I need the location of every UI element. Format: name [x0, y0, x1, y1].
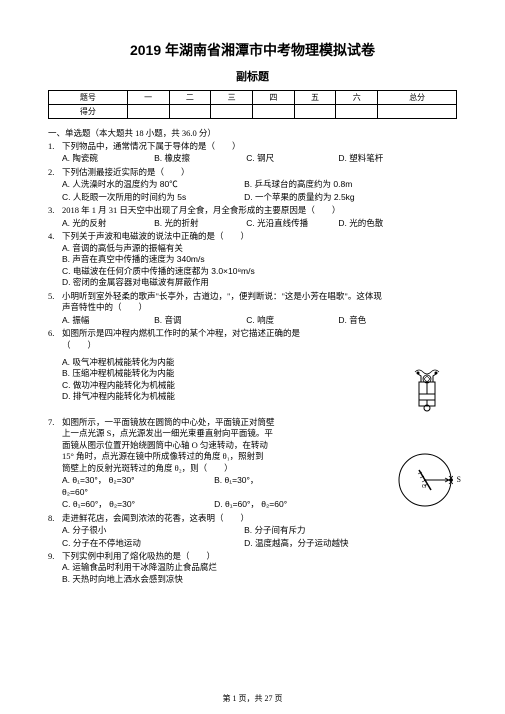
opt-d: D. 光的色散 [338, 218, 428, 229]
q-text: 下列实例中利用了熔化吸热的是（ ） [62, 551, 457, 562]
opt-d: D. 塑料笔杆 [338, 153, 428, 164]
question-1: 1.下列物品中，通常情况下属于导体的是（ ） A. 陶瓷碗 B. 橡皮擦 C. … [48, 141, 457, 165]
opt-d: D. θ₁=60°， θ₂=60° [214, 499, 304, 510]
opt-a: A. 音调的高低与声源的振幅有关 [62, 243, 457, 254]
q-text: 小明听到室外轻柔的歌声"长亭外，古道边，"，便判断说："这是小芳在唱歌"。这体现 [62, 291, 457, 302]
opt-a: A. θ₁=30°， θ₂=30° [62, 475, 212, 486]
td [127, 105, 169, 119]
q-text: 下列物品中，通常情况下属于导体的是（ ） [62, 141, 457, 152]
opt-c: C. 人眨眼一次所用的时间约为 5s [62, 192, 242, 203]
mirror-svg: O [397, 452, 453, 508]
label-o: O [422, 484, 427, 490]
opt-b: B. θ₁=30°， [214, 475, 304, 486]
th: 五 [294, 91, 336, 105]
engine-svg [407, 364, 447, 412]
opt-a: A. 人洗澡时水的温度约为 80℃ [62, 179, 242, 190]
opt-a: A. 光的反射 [62, 218, 152, 229]
question-3: 3.2018 年 1 月 31 日天空中出现了月全食，月全食形成的主要原因是（ … [48, 205, 457, 229]
page-title: 2019 年湖南省湘潭市中考物理模拟试卷 [48, 40, 457, 60]
opt-b: B. 压缩冲程机械能转化为内能 [62, 368, 457, 379]
q-line: 面镜从图示位置开始绕圆筒中心轴 O 匀速转动，在转动 [62, 440, 268, 450]
th: 一 [127, 91, 169, 105]
q-text: 走进鲜花店，会闻到浓浓的花香，这表明（ ） [62, 513, 457, 524]
td [169, 105, 211, 119]
question-9: 9.下列实例中利用了熔化吸热的是（ ） A. 运输食品时利用干冰降温防止食品腐烂… [48, 551, 457, 585]
opt-b: B. 橡皮擦 [154, 153, 244, 164]
question-5: 5.小明听到室外轻柔的歌声"长亭外，古道边，"，便判断说："这是小芳在唱歌"。这… [48, 291, 457, 326]
th: 四 [252, 91, 294, 105]
section-heading: 一、单选题（本大题共 18 小题，共 36.0 分） [48, 127, 457, 139]
opt-c: C. 电磁波在任何介质中传播的速度都为 3.0×10⁸m/s [62, 266, 457, 277]
q-text: 下列估测最接近实际的是（ ） [62, 167, 457, 178]
opt-d: D. 密闭的金属容器对电磁波有屏蔽作用 [62, 277, 457, 288]
th: 题号 [49, 91, 128, 105]
opt-d: D. 排气冲程内能转化为机械能 [62, 391, 457, 402]
q-number: 1. [48, 141, 62, 152]
q-number: 6. [48, 328, 62, 339]
th: 三 [211, 91, 253, 105]
td: 得分 [49, 105, 128, 119]
q-number: 4. [48, 231, 62, 242]
q-number: 7. [48, 417, 62, 428]
opt-c: C. 响度 [246, 315, 336, 326]
q-line: 15° 角时，点光源在镜中所成像转过的角度 θ₁，照射到 [62, 451, 264, 461]
opt-c: C. 分子在不停地运动 [62, 538, 242, 549]
q-text: 如图所示是四冲程内燃机工作时的某个冲程，对它描述正确的是 [62, 328, 411, 339]
opt-b: B. 分子间有斥力 [244, 525, 334, 536]
q-number: 3. [48, 205, 62, 216]
q-text: 下列关于声波和电磁波的说法中正确的是（ ） [62, 231, 457, 242]
opt-b: B. 光的折射 [154, 218, 244, 229]
page-subtitle: 副标题 [48, 68, 457, 84]
q-line: 上一点光源 S，点光源发出一细光束垂直射向平面镜。平 [62, 428, 273, 438]
opt-a: A. 振幅 [62, 315, 152, 326]
mirror-figure-icon: O S [397, 452, 453, 508]
opt-b: B. 乒乓球台的高度约为 0.8m [244, 179, 352, 190]
exam-page: 2019 年湖南省湘潭市中考物理模拟试卷 副标题 题号 一 二 三 四 五 六 … [0, 0, 505, 714]
question-8: 8.走进鲜花店，会闻到浓浓的花香，这表明（ ） A. 分子很小 B. 分子间有斥… [48, 513, 457, 549]
q-number: 9. [48, 551, 62, 562]
td [378, 105, 457, 119]
q-text2: （ ） [62, 340, 457, 351]
question-2: 2.下列估测最接近实际的是（ ） A. 人洗澡时水的温度约为 80℃ B. 乒乓… [48, 167, 457, 203]
q-line: 如图所示，一平面镜放在圆筒的中心处，平面镜正对筒壁 [62, 417, 275, 427]
opt-d: D. 一个苹果的质量约为 2.5kg [244, 192, 355, 203]
engine-figure-icon [407, 364, 447, 412]
q-text2: 声音特性中的（ ） [62, 302, 457, 313]
opt-a: A. 陶瓷碗 [62, 153, 152, 164]
opt-c: C. θ₁=60°， θ₂=30° [62, 499, 212, 510]
opt-d: D. 音色 [338, 315, 428, 326]
q-text: 2018 年 1 月 31 日天空中出现了月全食，月全食形成的主要原因是（ ） [62, 205, 457, 216]
opt-b: B. 声音在真空中传播的速度为 340m/s [62, 254, 457, 265]
opt-a: A. 运输食品时利用干冰降温防止食品腐烂 [62, 562, 457, 573]
opt-c: C. 光沿直线传播 [246, 218, 336, 229]
question-4: 4.下列关于声波和电磁波的说法中正确的是（ ） A. 音调的高低与声源的振幅有关… [48, 231, 457, 288]
opt-b: B. 音调 [154, 315, 244, 326]
q-number: 2. [48, 167, 62, 178]
opt-c: C. 做功冲程内能转化为机械能 [62, 380, 457, 391]
q-number: 5. [48, 291, 62, 302]
opt-d: D. 温度越高，分子运动越快 [244, 538, 348, 549]
th: 二 [169, 91, 211, 105]
table-row: 得分 [49, 105, 457, 119]
td [211, 105, 253, 119]
td [336, 105, 378, 119]
opt-c: C. 钢尺 [246, 153, 336, 164]
opt-a: A. 吸气冲程机械能转化为内能 [62, 357, 457, 368]
th: 总分 [378, 91, 457, 105]
opt-b: B. 天热时向地上洒水会感到凉快 [62, 574, 457, 585]
td [252, 105, 294, 119]
label-s: S [457, 475, 461, 484]
question-7: 7. 如图所示，一平面镜放在圆筒的中心处，平面镜正对筒壁 上一点光源 S，点光源… [48, 417, 457, 511]
page-footer: 第 1 页，共 27 页 [0, 693, 505, 704]
th: 六 [336, 91, 378, 105]
question-6: 6.如图所示是四冲程内燃机工作时的某个冲程，对它描述正确的是 （ ） A. 吸气… [48, 328, 457, 403]
q-line: 筒壁上的反射光斑转过的角度 θ₂，则（ ） [62, 463, 233, 473]
td [294, 105, 336, 119]
score-table: 题号 一 二 三 四 五 六 总分 得分 [48, 90, 457, 119]
q-number: 8. [48, 513, 62, 524]
opt-a: A. 分子很小 [62, 525, 242, 536]
table-row: 题号 一 二 三 四 五 六 总分 [49, 91, 457, 105]
